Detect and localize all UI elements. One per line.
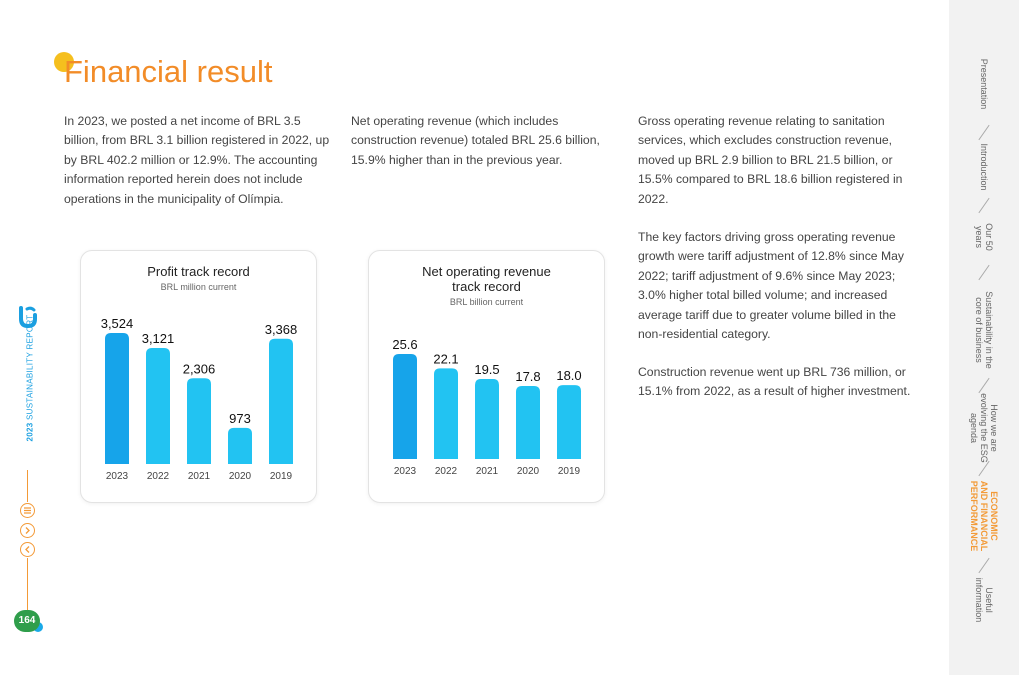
nav-item-introduction[interactable]: Introduction [979, 143, 989, 191]
category-label: 2019 [270, 471, 293, 482]
category-label: 2022 [435, 466, 458, 477]
value-label: 18.0 [556, 368, 581, 383]
chevron-left-icon[interactable] [20, 542, 35, 557]
nav-divider [978, 124, 990, 141]
value-label: 3,121 [142, 331, 175, 346]
section-nav-sidebar: Presentation Introduction Our 50 years S… [949, 0, 1019, 675]
value-label: 22.1 [433, 351, 458, 366]
chevron-right-icon[interactable] [20, 523, 35, 538]
paragraph-net-income: In 2023, we posted a net income of BRL 3… [64, 114, 330, 206]
bar-2023 [105, 333, 129, 464]
value-label: 2,306 [183, 361, 216, 376]
profit-chart-card: Profit track record BRL million current … [80, 250, 317, 503]
nav-item-useful-information[interactable]: Useful information [974, 577, 994, 623]
value-label: 25.6 [392, 337, 417, 352]
bar-2022 [434, 368, 458, 459]
value-label: 3,368 [265, 322, 298, 337]
page-number: 164 [14, 610, 40, 632]
category-label: 2021 [476, 466, 499, 477]
value-label: 973 [229, 411, 251, 426]
report-label: 2023 SUSTAINABILITY REPORT [26, 315, 35, 442]
category-label: 2023 [106, 471, 129, 482]
nav-item-our-50-years[interactable]: Our 50 years [974, 223, 994, 251]
rail-line [27, 470, 28, 502]
nav-item-sustainability[interactable]: Sustainability in the core of business [974, 291, 994, 369]
paragraph-key-factors: The key factors driving gross operating … [638, 230, 904, 342]
brand-logo [19, 306, 37, 328]
value-label: 17.8 [515, 369, 540, 384]
page-title: Financial result [64, 54, 273, 89]
nav-divider [978, 197, 990, 214]
nav-divider [978, 460, 990, 477]
category-label: 2022 [147, 471, 170, 482]
bar-2020 [516, 385, 540, 459]
bar-2023 [393, 354, 417, 459]
report-name: SUSTAINABILITY REPORT [25, 314, 35, 420]
bar-2019 [557, 385, 581, 459]
nav-divider [978, 264, 990, 281]
menu-icon[interactable] [20, 503, 35, 518]
nav-item-esg-agenda[interactable]: How we are evolving the ESG agenda [969, 393, 999, 463]
category-label: 2019 [558, 466, 581, 477]
bar-2020 [228, 427, 252, 464]
value-label: 19.5 [474, 362, 499, 377]
chart-title: Net operating revenue track record [422, 264, 551, 294]
paragraph-construction-revenue: Construction revenue went up BRL 736 mil… [638, 365, 911, 399]
paragraph-net-operating-revenue: Net operating revenue (which includes co… [351, 114, 600, 167]
report-year: 2023 [25, 422, 35, 442]
bar-2021 [187, 378, 211, 464]
paragraph-gross-operating-revenue: Gross operating revenue relating to sani… [638, 114, 903, 206]
title-accent-dot [54, 52, 74, 72]
chart-subtitle: BRL billion current [449, 297, 524, 307]
category-label: 2023 [394, 466, 417, 477]
revenue-bar-chart: 25.6 2023 22.1 2022 19.5 2021 17.8 2020 18.0 2019 [392, 337, 581, 477]
category-label: 2020 [517, 466, 540, 477]
nav-item-presentation[interactable]: Presentation [979, 58, 989, 110]
nav-divider [978, 557, 990, 574]
profit-bar-chart: 3,524 2023 3,121 2022 2,306 2021 973 2020 3,368 2… [101, 316, 298, 482]
bar-2021 [475, 379, 499, 459]
value-label: 3,524 [101, 316, 134, 331]
nav-item-economic-financial[interactable]: ECONOMIC AND FINANCIAL PERFORMANCE [969, 480, 999, 552]
chart-subtitle: BRL million current [160, 282, 237, 292]
category-label: 2021 [188, 471, 211, 482]
nav-divider [978, 377, 990, 394]
revenue-chart-card: Net operating revenue track record BRL b… [368, 250, 605, 503]
bar-2019 [269, 338, 293, 464]
category-label: 2020 [229, 471, 252, 482]
chart-title: Profit track record [147, 264, 250, 279]
bar-2022 [146, 347, 170, 464]
rail-line [27, 558, 28, 610]
